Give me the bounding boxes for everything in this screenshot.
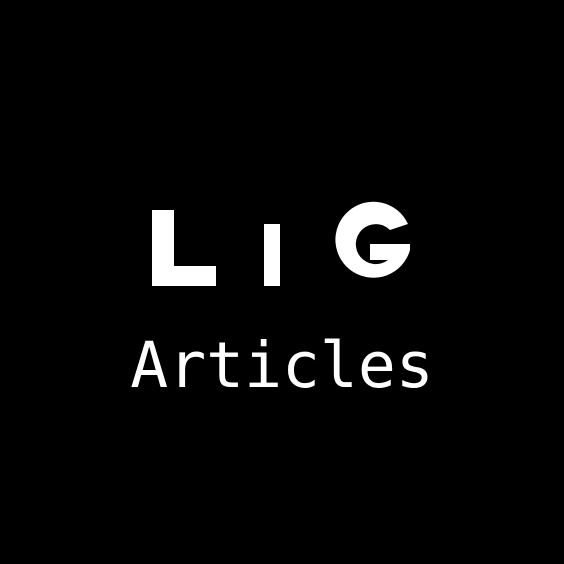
logo-letter-g: [335, 201, 410, 278]
lig-logo: [152, 201, 410, 286]
logo-letter-l: [152, 210, 216, 286]
subtitle-articles: Articles: [130, 329, 434, 402]
logo-letter-i: [264, 224, 280, 286]
